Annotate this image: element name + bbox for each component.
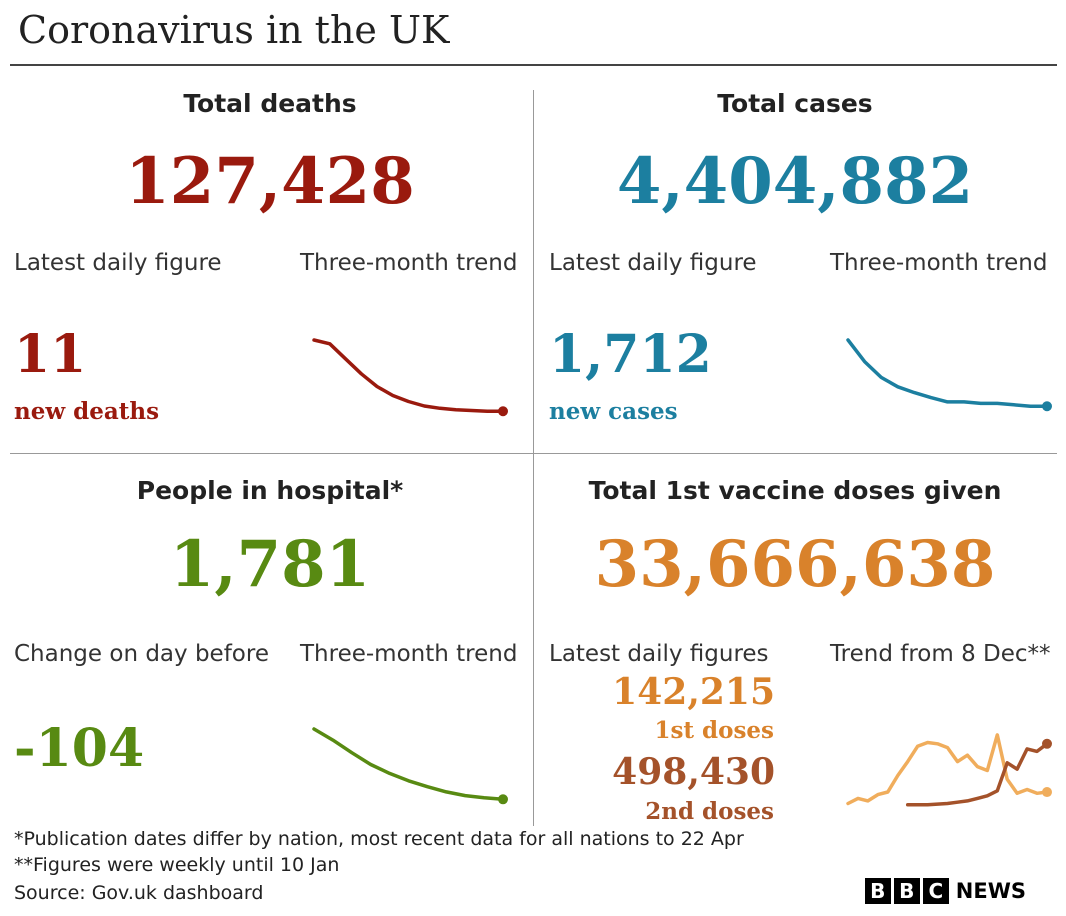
vaccine-heading: Total 1st vaccine doses given xyxy=(588,476,1002,505)
cases-latest-value: 1,712 xyxy=(549,324,712,385)
vertical-divider xyxy=(533,90,534,826)
series-line-new-deaths xyxy=(312,338,505,414)
series-line-2nd-doses xyxy=(905,742,1049,807)
footnote-publication: *Publication dates differ by nation, mos… xyxy=(14,828,744,850)
deaths-heading: Total deaths xyxy=(183,89,357,118)
page-title: Coronavirus in the UK xyxy=(18,8,450,52)
vaccine-second-label: 2nd doses xyxy=(645,798,774,825)
series-end-point-1st-doses xyxy=(1042,787,1052,798)
logo-letter-c: C xyxy=(922,878,949,904)
hospital-change-value: -104 xyxy=(14,718,145,779)
series-line-new-cases xyxy=(846,338,1049,408)
vaccine-latest-label: Latest daily figures xyxy=(549,641,769,667)
cases-heading: Total cases xyxy=(717,89,873,118)
deaths-latest-label: Latest daily figure xyxy=(14,250,222,276)
hospital-trend-label: Three-month trend xyxy=(300,641,518,667)
vaccine-total: 33,666,638 xyxy=(594,527,996,602)
cases-total: 4,404,882 xyxy=(616,144,974,219)
deaths-trend-label: Three-month trend xyxy=(300,250,518,276)
logo-news-word: NEWS xyxy=(955,879,1026,903)
hospital-total: 1,781 xyxy=(169,527,371,602)
deaths-latest-value: 11 xyxy=(14,324,87,385)
deaths-total: 127,428 xyxy=(125,144,415,219)
series-line-1st-doses xyxy=(846,733,1049,806)
logo-letter-b2: B xyxy=(893,878,920,904)
source-note: Source: Gov.uk dashboard xyxy=(14,882,264,904)
bbc-news-logo: B B C NEWS xyxy=(864,878,1026,904)
series-end-point-new-cases xyxy=(1042,401,1052,412)
series-line-people-in-hospital xyxy=(312,727,505,802)
vaccine-second-value: 498,430 xyxy=(612,751,775,793)
horizontal-divider xyxy=(10,453,1057,454)
series-end-point-2nd-doses xyxy=(1042,738,1052,749)
footnote-weekly: **Figures were weekly until 10 Jan xyxy=(14,854,340,876)
logo-letter-b1: B xyxy=(864,878,891,904)
series-end-point-people-in-hospital xyxy=(498,794,508,805)
hospital-heading: People in hospital* xyxy=(136,476,404,505)
cases-latest-unit: new cases xyxy=(549,398,678,425)
vaccine-first-value: 142,215 xyxy=(612,671,775,713)
vaccine-trend-label: Trend from 8 Dec** xyxy=(830,641,1051,667)
cases-trend-label: Three-month trend xyxy=(830,250,1048,276)
vaccine-first-label: 1st doses xyxy=(654,717,774,744)
deaths-latest-unit: new deaths xyxy=(14,398,160,425)
series-end-point-new-deaths xyxy=(498,406,508,417)
hospital-change-label: Change on day before xyxy=(14,641,269,667)
title-rule xyxy=(10,64,1057,66)
cases-latest-label: Latest daily figure xyxy=(549,250,757,276)
